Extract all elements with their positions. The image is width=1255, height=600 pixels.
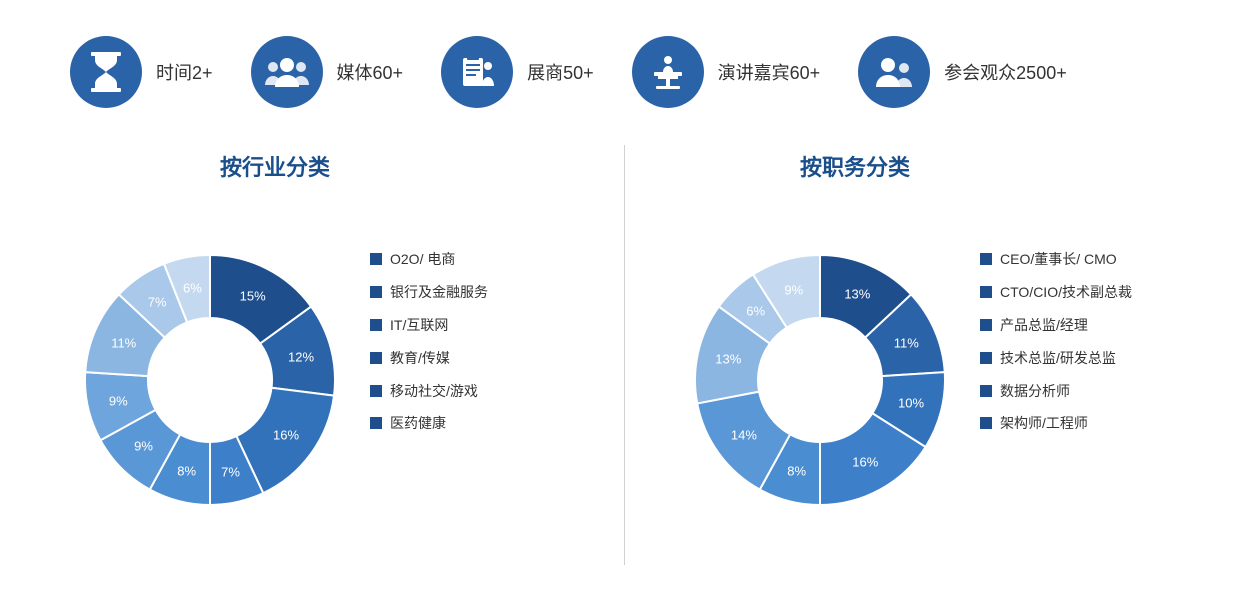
divider-vertical <box>624 145 625 565</box>
legend-item: 架构师/工程师 <box>980 414 1200 433</box>
legend-item: 移动社交/游戏 <box>370 382 590 401</box>
clipboard-icon <box>441 36 513 108</box>
legend-swatch <box>370 417 382 429</box>
stat-exhibitor-label: 展商50+ <box>527 59 594 85</box>
panel-industry: 15%12%16%7%8%9%9%11%7%6% O2O/ 电商银行及金融服务 I… <box>40 230 600 570</box>
legend-label: 数据分析师 <box>1000 382 1070 401</box>
legend-label: 教育/传媒 <box>390 349 450 368</box>
legend-role: CEO/董事长/ CMO CTO/CIO/技术副总裁产品总监/经理技术总监/研发总… <box>980 250 1200 447</box>
legend-item: O2O/ 电商 <box>370 250 590 269</box>
stat-media: 媒体60+ <box>251 36 404 108</box>
legend-item: 医药健康 <box>370 414 590 433</box>
legend-swatch <box>980 319 992 331</box>
panel-role: 13%11%10%16%8%14%13%6%9% CEO/董事长/ CMO CTO… <box>650 230 1210 570</box>
legend-swatch <box>980 417 992 429</box>
legend-label: 移动社交/游戏 <box>390 382 478 401</box>
legend-swatch <box>370 253 382 265</box>
stat-attendee-label: 参会观众2500+ <box>944 59 1067 85</box>
legend-label: IT/互联网 <box>390 316 448 335</box>
stat-time-label: 时间2+ <box>156 59 213 85</box>
stat-exhibitor: 展商50+ <box>441 36 594 108</box>
donut-chart-role: 13%11%10%16%8%14%13%6%9% <box>680 240 960 520</box>
legend-label: CTO/CIO/技术副总裁 <box>1000 283 1132 302</box>
legend-swatch <box>980 352 992 364</box>
legend-item: IT/互联网 <box>370 316 590 335</box>
legend-label: CEO/董事长/ CMO <box>1000 250 1117 269</box>
legend-swatch <box>980 385 992 397</box>
stat-time: 时间2+ <box>70 36 213 108</box>
heading-industry: 按行业分类 <box>220 150 330 182</box>
legend-item: 数据分析师 <box>980 382 1200 401</box>
stat-speaker: 演讲嘉宾60+ <box>632 36 821 108</box>
legend-swatch <box>370 352 382 364</box>
stat-attendee: 参会观众2500+ <box>858 36 1067 108</box>
legend-swatch <box>370 385 382 397</box>
legend-label: O2O/ 电商 <box>390 250 455 269</box>
legend-industry: O2O/ 电商银行及金融服务 IT/互联网教育/传媒移动社交/游戏医药健康 <box>370 250 590 447</box>
legend-item: 银行及金融服务 <box>370 283 590 302</box>
legend-label: 银行及金融服务 <box>390 283 488 302</box>
people3-icon <box>251 36 323 108</box>
stats-row: 时间2+ 媒体60+ <box>0 36 1255 108</box>
people2-icon <box>858 36 930 108</box>
legend-swatch <box>980 286 992 298</box>
legend-item: CTO/CIO/技术副总裁 <box>980 283 1200 302</box>
legend-label: 架构师/工程师 <box>1000 414 1088 433</box>
stat-speaker-label: 演讲嘉宾60+ <box>718 59 821 85</box>
legend-item: 产品总监/经理 <box>980 316 1200 335</box>
legend-label: 医药健康 <box>390 414 446 433</box>
legend-item: 教育/传媒 <box>370 349 590 368</box>
legend-swatch <box>370 319 382 331</box>
heading-role: 按职务分类 <box>800 150 910 182</box>
legend-swatch <box>980 253 992 265</box>
stat-media-label: 媒体60+ <box>337 59 404 85</box>
legend-label: 技术总监/研发总监 <box>1000 349 1116 368</box>
legend-item: 技术总监/研发总监 <box>980 349 1200 368</box>
legend-swatch <box>370 286 382 298</box>
legend-item: CEO/董事长/ CMO <box>980 250 1200 269</box>
legend-label: 产品总监/经理 <box>1000 316 1088 335</box>
donut-chart-industry: 15%12%16%7%8%9%9%11%7%6% <box>70 240 350 520</box>
podium-icon <box>632 36 704 108</box>
hourglass-icon <box>70 36 142 108</box>
